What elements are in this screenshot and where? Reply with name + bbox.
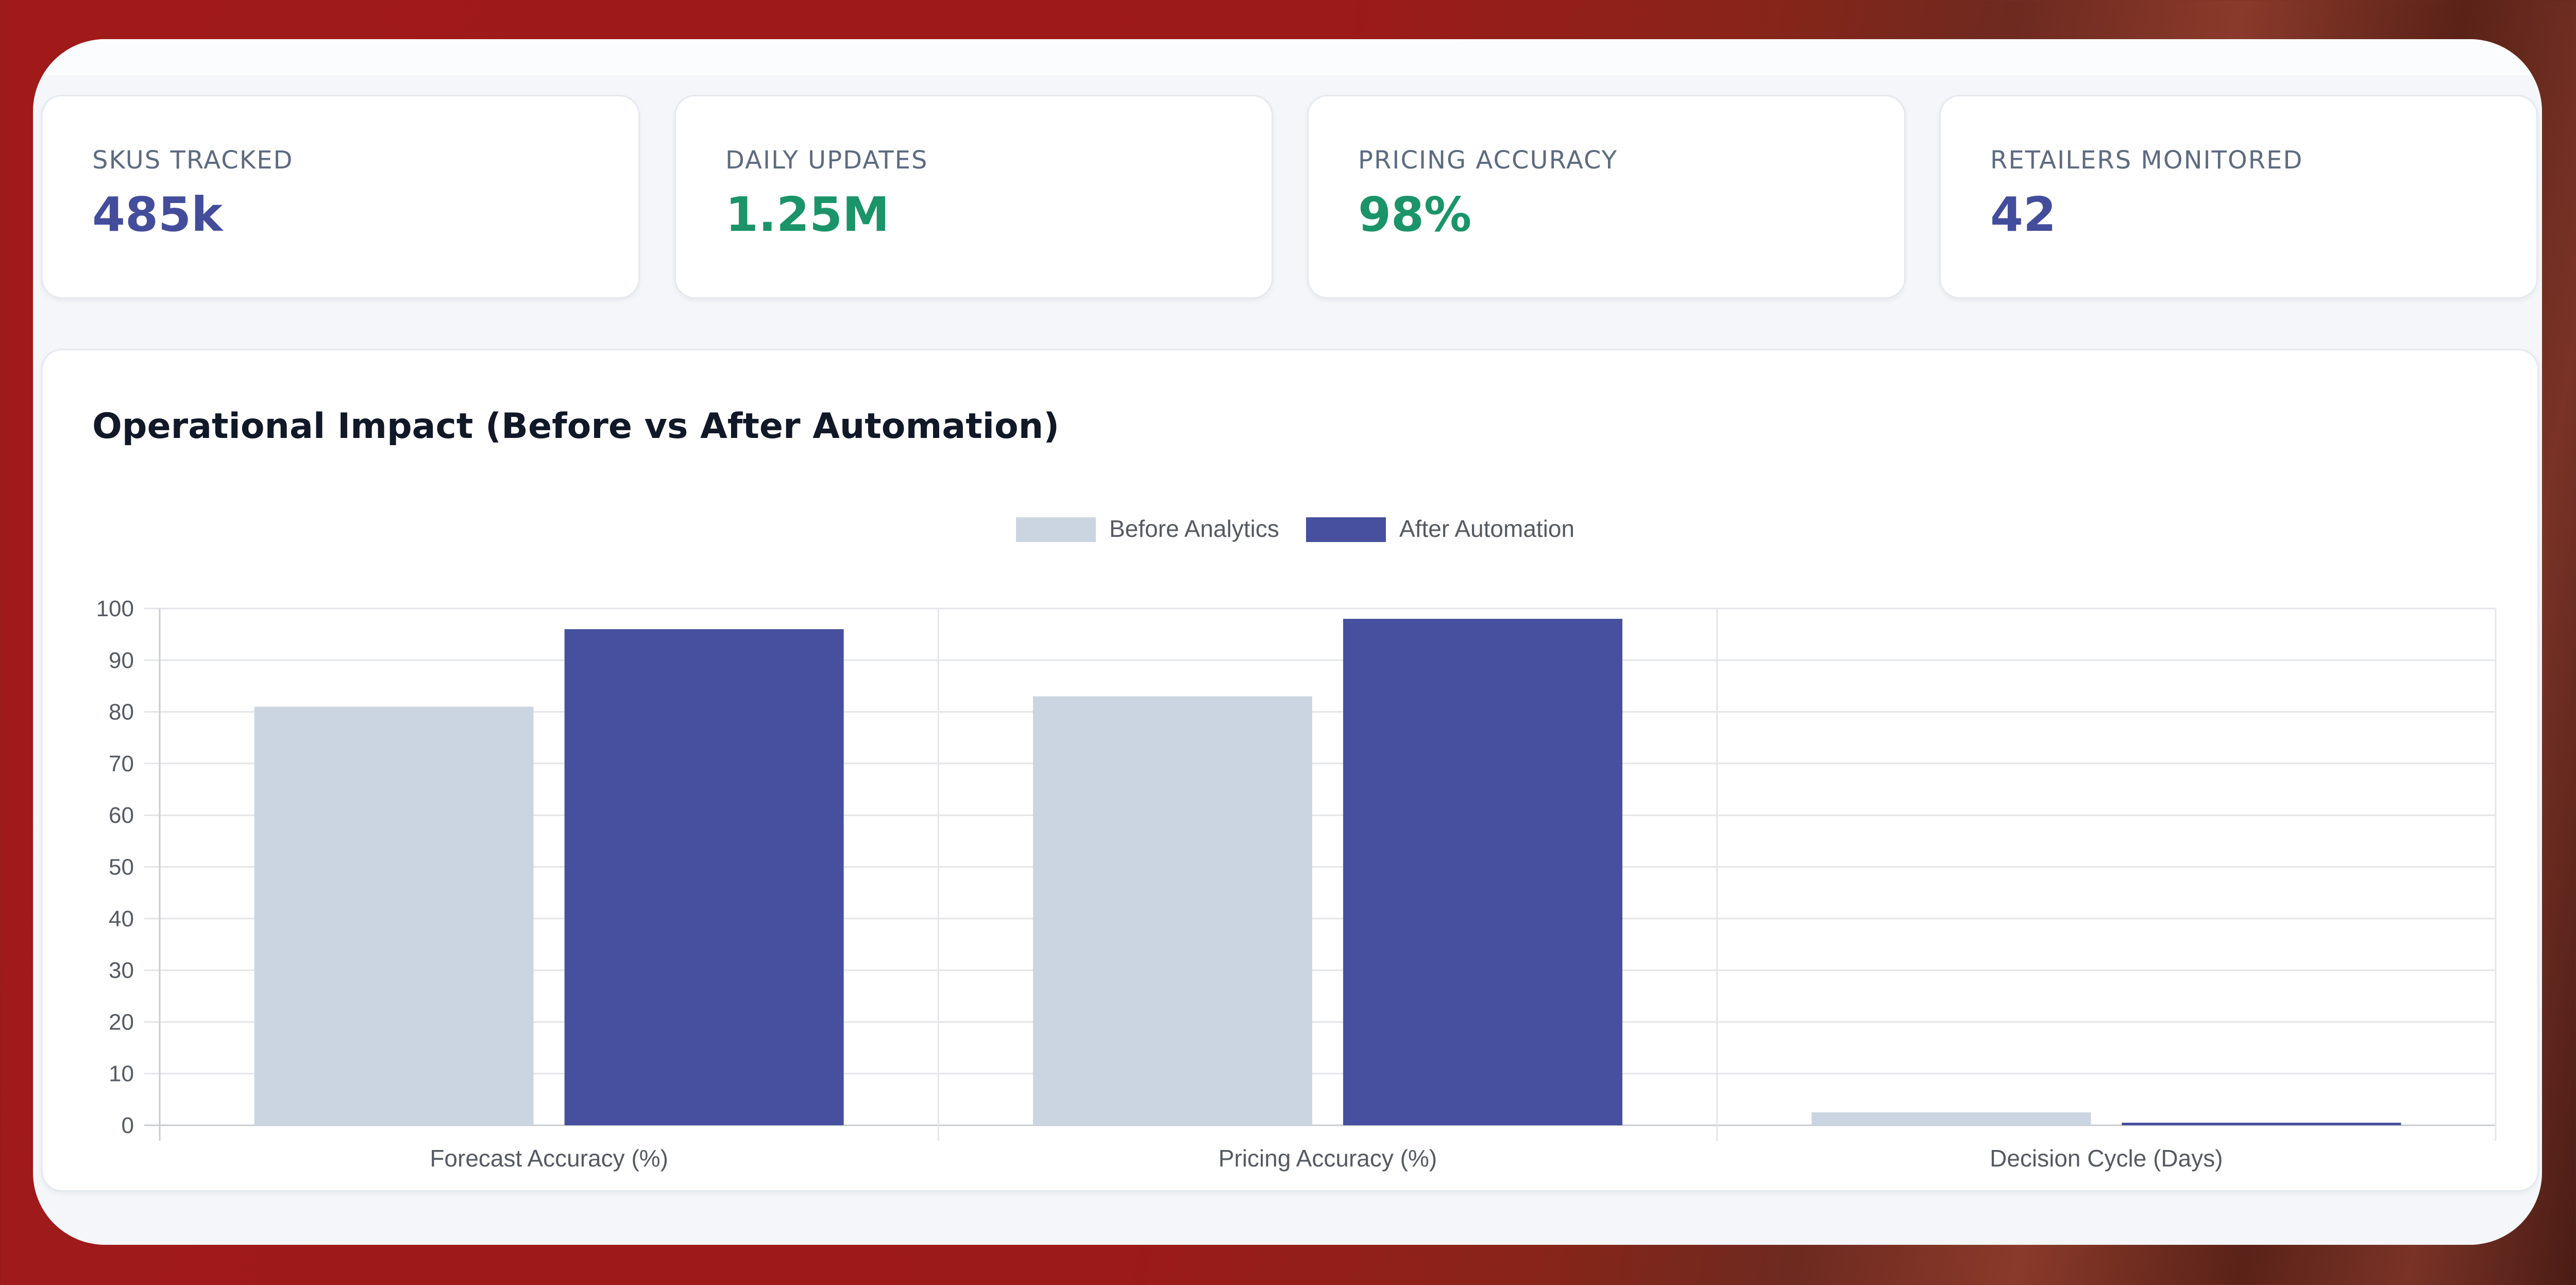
stat-label: SKUs Tracked xyxy=(92,146,294,175)
stat-card-pricing-accuracy: Pricing Accuracy 98% xyxy=(1307,95,1906,299)
legend-label: After Automation xyxy=(1399,515,1574,542)
x-tick-label: Forecast Accuracy (%) xyxy=(430,1145,668,1172)
y-tick-label: 50 xyxy=(109,855,134,880)
x-tick-label: Decision Cycle (Days) xyxy=(1990,1145,2223,1172)
stat-value: 485k xyxy=(92,187,223,242)
stat-value: 42 xyxy=(1990,187,2057,242)
bar-after xyxy=(1343,619,1622,1125)
y-tick-label: 60 xyxy=(109,803,134,828)
dashboard: SKUs Tracked 485k Daily Updates 1.25M Pr… xyxy=(33,39,2542,1245)
stat-label: Pricing Accuracy xyxy=(1358,146,1618,175)
chart-title: Operational Impact (Before vs After Auto… xyxy=(92,406,1060,447)
legend-swatch xyxy=(1016,517,1096,542)
stat-value: 98% xyxy=(1358,187,1472,242)
y-tick-label: 40 xyxy=(109,906,134,932)
bar-before xyxy=(1811,1112,2091,1125)
stat-card-retailers-monitored: Retailers Monitored 42 xyxy=(1939,95,2538,299)
stat-value: 1.25M xyxy=(725,187,890,242)
x-tick-label: Pricing Accuracy (%) xyxy=(1218,1145,1437,1172)
y-tick-label: 80 xyxy=(109,700,134,725)
bar-after xyxy=(564,629,844,1125)
stat-card-daily-updates: Daily Updates 1.25M xyxy=(674,95,1273,299)
y-tick-label: 0 xyxy=(122,1113,134,1138)
y-tick-label: 90 xyxy=(109,648,134,673)
y-tick-label: 30 xyxy=(109,958,134,983)
stat-card-skus-tracked: SKUs Tracked 485k xyxy=(41,95,640,299)
y-tick-label: 10 xyxy=(109,1061,134,1087)
legend-swatch xyxy=(1306,517,1386,542)
bar-before xyxy=(1033,696,1312,1125)
y-tick-label: 100 xyxy=(96,596,134,621)
y-tick-label: 20 xyxy=(109,1009,134,1035)
bar-after xyxy=(2122,1122,2401,1125)
dashboard-top-strip xyxy=(33,39,2542,75)
stat-label: Retailers Monitored xyxy=(1990,146,2303,175)
legend-label: Before Analytics xyxy=(1109,515,1279,542)
chart-panel: Operational Impact (Before vs After Auto… xyxy=(41,349,2539,1192)
bar-chart: 0 10 20 30 40 50 60 70 80 90 100 Forecast Accuracy … xyxy=(96,515,2497,1172)
bar-before xyxy=(254,706,534,1125)
stat-label: Daily Updates xyxy=(725,146,928,175)
y-tick-label: 70 xyxy=(109,751,134,776)
